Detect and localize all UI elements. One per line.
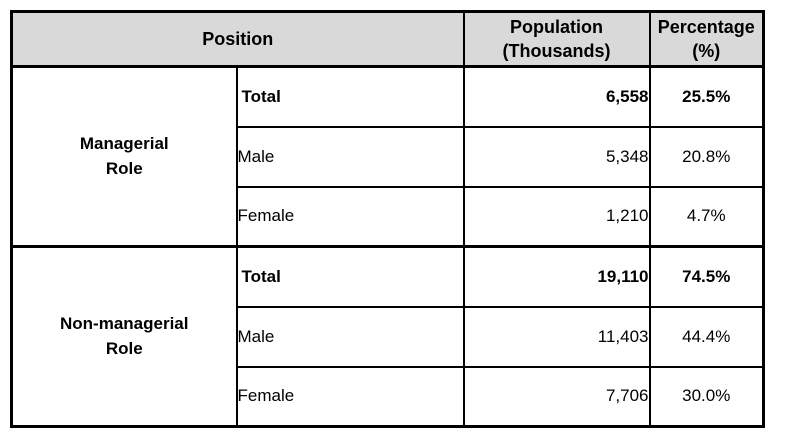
header-percentage: Percentage (%) — [648, 10, 765, 68]
table-row-managerial-male: Male 5,348 20.8% — [12, 125, 765, 188]
header-percentage-line2: (%) — [692, 41, 721, 61]
group-label-line1: Managerial — [79, 133, 169, 153]
percentage-value: 25.5% — [648, 65, 765, 128]
group-label-line2: Role — [105, 158, 143, 178]
population-value: 7,706 — [462, 365, 651, 428]
group-label-line1: Non-managerial — [60, 313, 189, 333]
table-row-nonmanagerial-female: Female 7,706 30.0% — [12, 365, 765, 428]
header-position: Position — [10, 10, 465, 68]
percentage-value: 74.5% — [648, 245, 765, 308]
population-value: 11,403 — [462, 305, 651, 368]
header-row: Position Population (Thousands) Percenta… — [10, 10, 765, 68]
group-label-nonmanagerial: Non-managerial Role — [10, 245, 238, 428]
population-value: 19,110 — [462, 245, 651, 308]
row-label: Male — [235, 305, 465, 368]
percentage-value: 30.0% — [648, 365, 765, 428]
row-label: Female — [235, 365, 465, 428]
header-position-label: Position — [202, 28, 274, 49]
position-population-table: Position Population (Thousands) Percenta… — [10, 10, 765, 428]
row-label: Male — [235, 125, 465, 188]
header-population-line1: Population — [510, 16, 603, 37]
table-row-managerial-total: Managerial Role Total 6,558 25.5% — [10, 65, 765, 248]
header-percentage-line1: Percentage — [657, 16, 755, 37]
group-label-managerial: Managerial Role — [10, 65, 238, 248]
table-row-managerial-female: Female 1,210 4.7% — [12, 185, 765, 248]
row-label: Female — [235, 185, 465, 248]
group-label-line2: Role — [105, 338, 143, 358]
percentage-value: 20.8% — [648, 125, 765, 188]
row-label: Total — [235, 245, 465, 308]
table-row-nonmanagerial-male: Male 11,403 44.4% — [12, 305, 765, 368]
population-value: 1,210 — [462, 185, 651, 248]
population-value: 6,558 — [462, 65, 651, 128]
percentage-value: 44.4% — [648, 305, 765, 368]
table-row-nonmanagerial-total: Non-managerial Role Total 19,110 74.5% — [10, 245, 765, 428]
header-population-line2: (Thousands) — [502, 41, 611, 61]
header-population: Population (Thousands) — [462, 10, 651, 68]
percentage-value: 4.7% — [648, 185, 765, 248]
population-value: 5,348 — [462, 125, 651, 188]
row-label: Total — [235, 65, 465, 128]
